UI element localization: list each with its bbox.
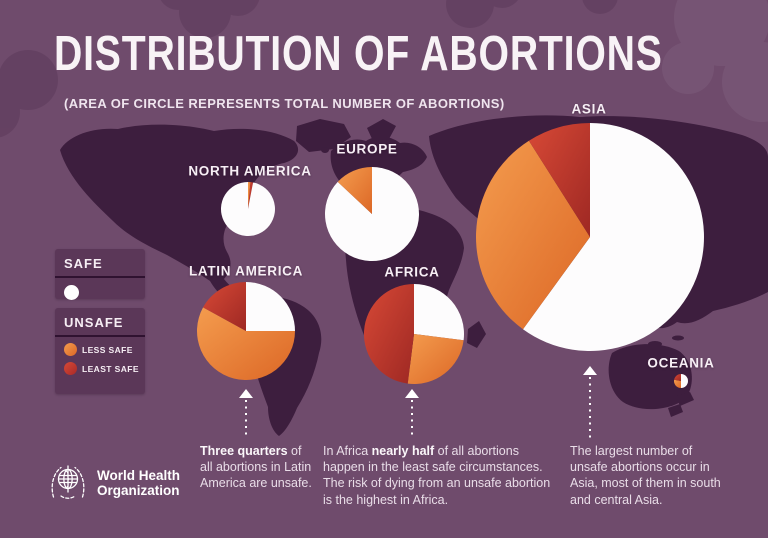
region-label-oceania: OCEANIA — [647, 355, 715, 371]
pie-segment-asia-less_safe — [476, 140, 590, 330]
pie-asia — [476, 123, 704, 351]
background-decoration — [0, 0, 768, 138]
pointer-arrow-line-1 — [245, 400, 247, 438]
region-label-europe: EUROPE — [336, 141, 398, 157]
pie-segment-africa-least_safe — [363, 284, 414, 384]
legend-least-safe-row: LEAST SAFE — [64, 362, 139, 375]
pie-segment-north-america-less_safe — [248, 182, 251, 209]
continent-new-zealand-north — [676, 392, 694, 406]
pie-oceania — [673, 374, 688, 388]
legend-safe-title: SAFE — [64, 256, 103, 271]
continent-scandinavia — [367, 119, 396, 141]
pointer-arrow-head-2 — [405, 389, 419, 398]
region-label-latin-america: LATIN AMERICA — [188, 263, 304, 279]
continent-indonesia-4 — [672, 335, 684, 341]
pie-africa — [363, 284, 465, 385]
pie-segment-latin-america-less_safe — [197, 307, 295, 380]
annotation-africa: In Africa nearly half of all abortions h… — [323, 444, 551, 507]
page-subtitle: (AREA OF CIRCLE REPRESENTS TOTAL NUMBER … — [64, 96, 505, 111]
pie-segment-asia-safe — [522, 123, 704, 351]
annotation-latin-america: Three quarters of all abortions in Latin… — [200, 444, 312, 491]
pointer-arrow-line-2 — [411, 400, 413, 438]
who-logo-line1: World Health — [97, 468, 181, 483]
less-safe-swatch-icon — [64, 343, 77, 356]
pie-segment-oceania-safe — [681, 374, 688, 388]
who-emblem-icon — [51, 465, 85, 499]
pie-latin-america — [197, 282, 295, 380]
legend-safe-divider — [55, 276, 145, 278]
pointer-arrow-line-3 — [589, 377, 591, 438]
pointer-arrow-head-1 — [239, 389, 253, 398]
legend-unsafe-title: UNSAFE — [64, 315, 124, 330]
legend-less-safe-row: LESS SAFE — [64, 343, 136, 356]
continent-new-zealand-south — [668, 404, 683, 417]
who-logo-line2: Organization — [97, 483, 180, 498]
continent-australia — [608, 344, 692, 410]
legend-less-safe-label: LESS SAFE — [82, 344, 133, 355]
pie-segment-europe-safe — [325, 167, 420, 261]
pie-segment-north-america-safe — [220, 182, 275, 236]
legend-unsafe-divider — [55, 335, 145, 337]
legend-least-safe-label: LEAST SAFE — [82, 363, 139, 374]
continent-north-america — [60, 124, 299, 306]
pie-segment-europe-less_safe — [337, 167, 372, 214]
pie-segment-africa-less_safe — [407, 334, 464, 385]
region-label-africa: AFRICA — [384, 264, 440, 280]
annotation-asia: The largest number of unsafe abortions o… — [570, 444, 721, 507]
legend-unsafe-panel: UNSAFE LESS SAFE LEAST SAFE — [55, 308, 145, 394]
legend-safe-panel: SAFE — [55, 249, 145, 300]
pie-segment-asia-least_safe — [528, 123, 590, 237]
pie-segment-africa-safe — [414, 284, 465, 341]
pie-north-america — [220, 182, 275, 236]
who-logo: World Health Organization — [47, 461, 180, 505]
pie-europe — [325, 167, 420, 261]
pie-segment-oceania-least_safe — [674, 374, 681, 381]
safe-swatch-icon — [64, 285, 79, 300]
least-safe-swatch-icon — [64, 362, 77, 375]
pie-segment-oceania-less_safe — [673, 379, 681, 388]
page-title: DISTRIBUTION OF ABORTIONS — [54, 27, 663, 81]
continent-madagascar — [467, 321, 486, 348]
pie-segment-latin-america-least_safe — [203, 282, 246, 331]
continent-greenland — [296, 119, 351, 152]
region-label-asia: ASIA — [571, 101, 607, 117]
pie-segment-north-america-least_safe — [248, 182, 254, 209]
region-label-north-america: NORTH AMERICA — [188, 163, 312, 179]
pie-segment-latin-america-safe — [246, 282, 295, 331]
pointer-arrow-head-3 — [583, 366, 597, 375]
continent-uk — [321, 147, 329, 153]
